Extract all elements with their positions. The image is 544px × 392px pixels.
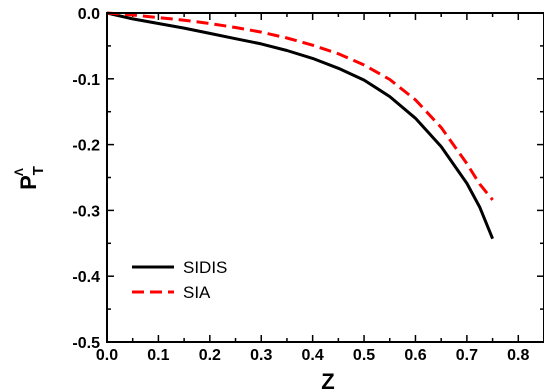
x-tick-label: 0.5	[353, 347, 375, 364]
x-tick-label: 0.3	[250, 347, 272, 364]
x-tick-label: 0.7	[456, 347, 478, 364]
y-axis-title-sub: T	[30, 166, 47, 175]
x-tick-label: 0.0	[96, 347, 118, 364]
y-tick-label: 0.0	[78, 6, 100, 23]
series-line-sia	[106, 11, 494, 201]
y-axis-title-main: P	[16, 175, 41, 190]
x-axis-title: Z	[321, 369, 334, 392]
x-tick-label: 0.2	[199, 347, 221, 364]
legend: SIDIS SIA	[132, 258, 227, 302]
y-tick-label: -0.4	[72, 269, 100, 286]
x-tick-label: 0.4	[302, 347, 324, 364]
y-tick-label: -0.1	[72, 72, 100, 89]
svg-text:PTΛ: PTΛ	[12, 166, 47, 190]
y-tick-label: -0.3	[72, 203, 100, 220]
x-tick-label: 0.1	[147, 347, 169, 364]
y-tick-label: -0.2	[72, 138, 100, 155]
series-line-sidis	[106, 11, 494, 240]
y-tick-labels: 0.0 -0.1 -0.2 -0.3 -0.4 -0.5	[72, 6, 100, 352]
y-axis-title-sup: Λ	[12, 168, 26, 176]
y-axis-title: PTΛ	[12, 166, 47, 190]
x-tick-label: 0.6	[404, 347, 426, 364]
x-tick-label: 0.8	[507, 347, 529, 364]
x-tick-labels: 0.0 0.1 0.2 0.3 0.4 0.5 0.6 0.7 0.8	[96, 347, 530, 364]
legend-label-sidis: SIDIS	[183, 258, 227, 277]
y-tick-label: -0.5	[72, 335, 100, 352]
series-lines	[106, 11, 494, 240]
plot-frame	[106, 12, 544, 343]
legend-label-sia: SIA	[183, 283, 211, 302]
